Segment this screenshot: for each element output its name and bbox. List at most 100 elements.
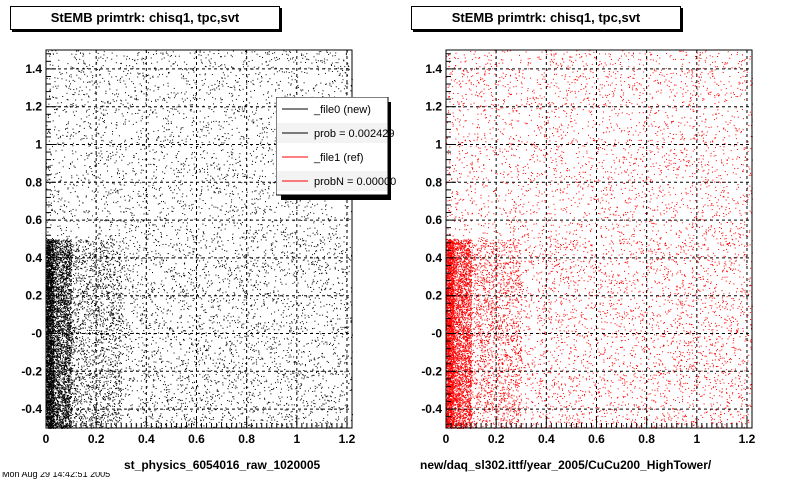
scatter-point <box>70 388 72 389</box>
scatter-point <box>51 274 53 276</box>
scatter-point <box>63 240 65 242</box>
scatter-point <box>68 403 70 405</box>
scatter-point <box>62 324 64 326</box>
scatter-point <box>63 334 65 336</box>
scatter-point <box>54 346 56 348</box>
scatter-point <box>61 277 63 279</box>
scatter-point <box>48 349 50 351</box>
scatter-point <box>51 299 53 301</box>
scatter-point <box>49 311 51 313</box>
scatter-point <box>53 376 55 378</box>
scatter-point <box>67 274 68 276</box>
scatter-point <box>48 374 50 376</box>
scatter-point <box>48 245 50 247</box>
scatter-point <box>64 388 66 390</box>
scatter-point <box>56 413 58 415</box>
scatter-point <box>59 275 61 277</box>
scatter-point <box>61 393 62 394</box>
scatter-point <box>58 396 60 398</box>
scatter-point <box>55 277 57 279</box>
scatter-point <box>61 416 63 418</box>
scatter-point <box>46 343 48 345</box>
scatter-point <box>60 265 62 267</box>
scatter-point <box>49 388 51 390</box>
scatter-point <box>50 395 52 397</box>
scatter-point <box>60 365 62 367</box>
scatter-point <box>68 275 70 277</box>
scatter-point <box>68 266 70 268</box>
scatter-point <box>67 395 68 396</box>
scatter-point <box>48 281 49 283</box>
scatter-point <box>48 286 49 287</box>
scatter-point <box>66 386 68 388</box>
scatter-point <box>61 294 63 296</box>
scatter-point <box>51 402 53 404</box>
scatter-point <box>68 368 70 370</box>
scatter-point <box>56 322 58 324</box>
scatter-point <box>46 360 48 362</box>
scatter-point <box>64 366 65 368</box>
scatter-point <box>46 382 48 384</box>
scatter-point <box>47 329 49 331</box>
scatter-point <box>62 378 64 380</box>
scatter-point <box>51 318 53 320</box>
scatter-point <box>55 308 57 310</box>
scatter-point <box>50 319 52 321</box>
scatter-point <box>70 291 72 293</box>
scatter-point <box>61 339 63 341</box>
scatter-point <box>68 346 70 348</box>
scatter-point <box>48 319 50 321</box>
scatter-point <box>62 402 64 404</box>
scatter-point <box>66 270 68 272</box>
scatter-point <box>55 330 56 332</box>
scatter-point <box>66 406 68 408</box>
scatter-point <box>59 410 61 412</box>
scatter-point <box>63 302 65 304</box>
scatter-point <box>60 298 62 300</box>
scatter-point <box>64 367 65 368</box>
scatter-point <box>68 330 70 332</box>
scatter-point <box>48 322 50 324</box>
scatter-point <box>50 281 52 283</box>
scatter-point <box>47 298 49 300</box>
scatter-point <box>70 356 72 358</box>
scatter-point <box>63 308 65 310</box>
scatter-point <box>49 339 51 341</box>
scatter-point <box>56 317 57 319</box>
scatter-point <box>61 305 63 306</box>
scatter-point <box>47 281 49 283</box>
scatter-point <box>48 383 50 385</box>
scatter-point <box>70 309 72 311</box>
scatter-point <box>49 331 51 333</box>
scatter-point <box>57 277 59 279</box>
scatter-point <box>57 344 58 345</box>
scatter-point <box>47 417 48 418</box>
scatter-point <box>47 313 49 315</box>
scatter-point <box>62 267 64 269</box>
scatter-point <box>52 384 54 386</box>
scatter-point <box>49 421 51 423</box>
scatter-point <box>52 369 54 371</box>
scatter-point <box>61 308 62 310</box>
scatter-point <box>49 420 51 422</box>
scatter-point <box>51 285 53 287</box>
scatter-point <box>61 350 63 352</box>
scatter-point <box>51 239 53 241</box>
scatter-point <box>53 240 55 242</box>
scatter-point <box>51 359 53 361</box>
scatter-point <box>64 291 65 293</box>
scatter-point <box>67 350 69 352</box>
scatter-point <box>58 404 60 406</box>
scatter-point <box>60 285 62 287</box>
scatter-point <box>68 390 70 392</box>
scatter-point <box>68 334 70 336</box>
scatter-point <box>68 297 70 299</box>
scatter-point <box>47 243 49 245</box>
scatter-point <box>61 254 63 256</box>
scatter-point <box>51 271 53 273</box>
scatter-point <box>55 388 57 389</box>
scatter-point <box>67 302 69 304</box>
scatter-point <box>65 335 67 336</box>
scatter-point <box>50 247 52 249</box>
scatter-point <box>59 397 61 399</box>
